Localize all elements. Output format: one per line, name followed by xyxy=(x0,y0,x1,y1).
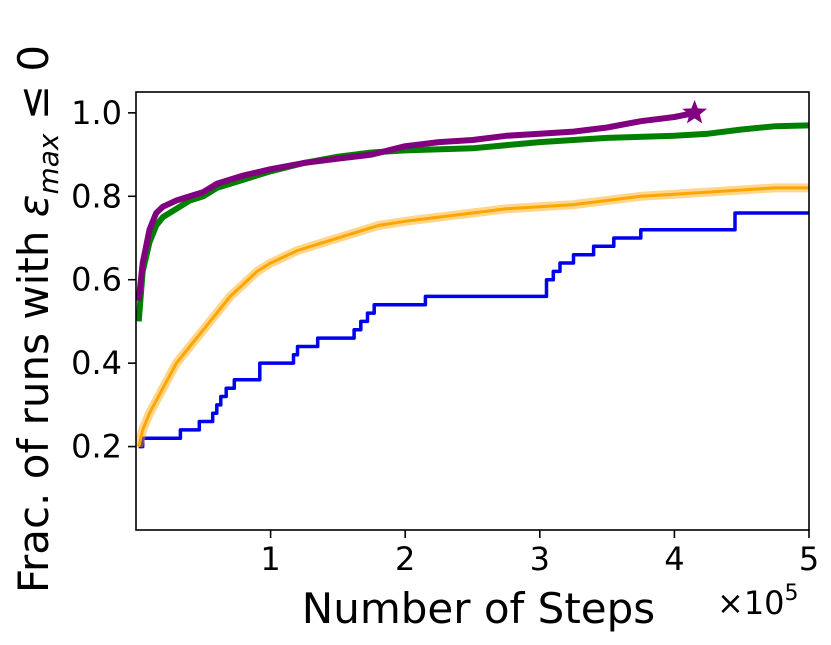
x-tick-label: 2 xyxy=(395,540,415,578)
series-line-1 xyxy=(137,186,809,447)
y-title-suffix: ≤ 0 xyxy=(9,45,58,134)
y-axis-title: Frac. of runs with εmax ≤ 0 xyxy=(9,45,65,593)
x-tick-label: 4 xyxy=(664,540,684,578)
x-multiplier-exponent: 5 xyxy=(785,581,799,606)
x-tick-label: 5 xyxy=(799,540,819,578)
x-multiplier-base: ×10 xyxy=(717,584,785,622)
x-axis-multiplier: ×105 xyxy=(717,581,799,622)
y-tick-label: 0.4 xyxy=(71,344,122,382)
plot-frame xyxy=(135,91,810,531)
y-tick-label: 0.2 xyxy=(71,428,122,466)
y-tick-label: 0.8 xyxy=(71,177,122,215)
y-tick-label: 1.0 xyxy=(71,94,122,132)
y-title-subscript: max xyxy=(32,133,65,194)
y-tick-label: 0.6 xyxy=(71,261,122,299)
y-title-epsilon: ε xyxy=(9,195,58,218)
x-tick-label: 1 xyxy=(260,540,280,578)
y-title-prefix: Frac. of runs with xyxy=(9,217,58,593)
series-line-0 xyxy=(138,211,809,449)
x-axis-title: Number of Steps xyxy=(302,584,655,633)
x-tick-label: 3 xyxy=(530,540,550,578)
series-line-3 xyxy=(136,109,696,301)
series-band-1 xyxy=(136,183,809,448)
series-end-star-marker xyxy=(682,99,707,124)
